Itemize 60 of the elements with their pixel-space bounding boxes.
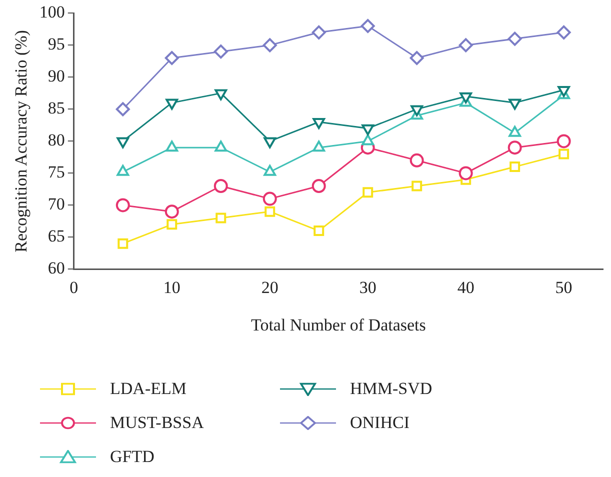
point: [166, 219, 178, 230]
y-tick-label: 85: [48, 98, 65, 118]
point: [556, 25, 571, 40]
point: [118, 238, 128, 249]
point: [412, 180, 422, 192]
point: [214, 89, 228, 100]
point: [508, 32, 522, 46]
point: [312, 118, 326, 129]
point: [264, 206, 276, 217]
point: [262, 192, 277, 206]
point: [508, 98, 522, 110]
point: [556, 134, 571, 148]
point: [164, 51, 179, 65]
x-tick-label: 10: [163, 278, 180, 297]
point: [264, 137, 276, 148]
point: [116, 137, 130, 148]
point: [164, 204, 179, 219]
point: [410, 105, 424, 116]
point: [458, 166, 473, 180]
point: [458, 38, 473, 52]
point: [262, 38, 277, 52]
y-tick-label: 95: [48, 34, 65, 54]
y-tick-label: 80: [48, 130, 65, 150]
point: [558, 86, 570, 97]
legend-label: MUST-BSSA: [110, 413, 204, 433]
point: [116, 198, 130, 212]
x-tick-label: 40: [457, 278, 474, 297]
point: [362, 187, 374, 198]
point: [410, 153, 424, 168]
point: [214, 179, 228, 193]
x-tick-label: 0: [70, 278, 78, 297]
legend-label: ONIHCI: [350, 413, 410, 433]
point: [410, 51, 424, 65]
point: [460, 92, 472, 104]
y-tick-label: 100: [39, 2, 65, 22]
x-tick-label: 30: [359, 278, 376, 297]
point: [166, 98, 178, 110]
legend-label: LDA-ELM: [110, 379, 186, 399]
y-tick-label: 90: [48, 66, 65, 86]
y-tick-label: 65: [48, 226, 65, 246]
y-tick-label: 60: [48, 258, 65, 278]
point: [312, 25, 326, 40]
x-tick-label: 50: [555, 278, 572, 297]
x-axis-title: Total Number of Datasets: [250, 315, 426, 334]
point: [214, 44, 228, 59]
point: [314, 226, 324, 236]
point: [360, 19, 375, 33]
legend-label: HMM-SVD: [350, 379, 432, 399]
point: [558, 148, 570, 160]
y-axis-title: Recognition Accuracy Ratio (%): [12, 30, 31, 252]
y-tick-label: 70: [48, 194, 65, 214]
point: [312, 179, 326, 193]
y-tick-label: 75: [48, 162, 65, 182]
legend-label: GFTD: [110, 447, 154, 467]
point: [116, 102, 130, 116]
point: [510, 162, 520, 172]
point: [508, 140, 522, 155]
point: [216, 212, 226, 224]
x-tick-label: 20: [261, 278, 278, 297]
point: [362, 124, 374, 136]
